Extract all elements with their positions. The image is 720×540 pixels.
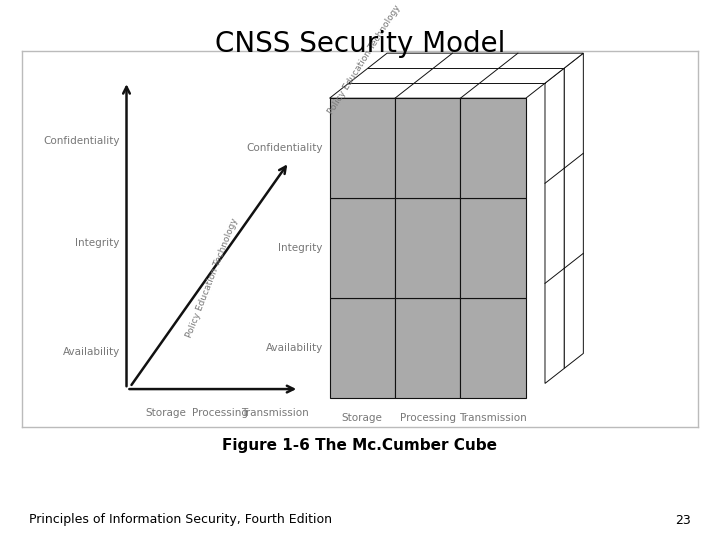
Text: Availability: Availability	[63, 347, 120, 356]
Text: Figure 1-6 The Mc.Cumber Cube: Figure 1-6 The Mc.Cumber Cube	[222, 438, 498, 453]
Polygon shape	[395, 98, 460, 198]
Text: CNSS Security Model: CNSS Security Model	[215, 30, 505, 58]
Text: Principles of Information Security, Fourth Edition: Principles of Information Security, Four…	[29, 514, 332, 526]
Polygon shape	[395, 299, 460, 399]
Polygon shape	[330, 53, 583, 98]
Text: Transmission: Transmission	[241, 408, 310, 418]
Polygon shape	[564, 53, 583, 368]
Polygon shape	[460, 98, 526, 198]
Text: Processing: Processing	[400, 414, 456, 423]
Text: Processing: Processing	[192, 408, 248, 418]
Text: Policy Education Technology: Policy Education Technology	[185, 217, 240, 339]
Polygon shape	[330, 198, 395, 299]
Text: 23: 23	[675, 514, 691, 526]
Text: Integrity: Integrity	[76, 238, 120, 248]
Text: Availability: Availability	[266, 343, 323, 353]
Text: Confidentiality: Confidentiality	[246, 143, 323, 153]
Text: Integrity: Integrity	[279, 244, 323, 253]
Text: Transmission: Transmission	[459, 414, 527, 423]
Text: Policy Education Technology: Policy Education Technology	[326, 3, 402, 116]
Polygon shape	[460, 299, 526, 399]
Polygon shape	[395, 198, 460, 299]
Polygon shape	[545, 68, 564, 383]
Polygon shape	[330, 98, 395, 198]
Text: Confidentiality: Confidentiality	[43, 137, 120, 146]
Text: Storage: Storage	[145, 408, 186, 418]
Polygon shape	[460, 198, 526, 299]
Polygon shape	[330, 299, 395, 399]
Text: Storage: Storage	[342, 414, 383, 423]
